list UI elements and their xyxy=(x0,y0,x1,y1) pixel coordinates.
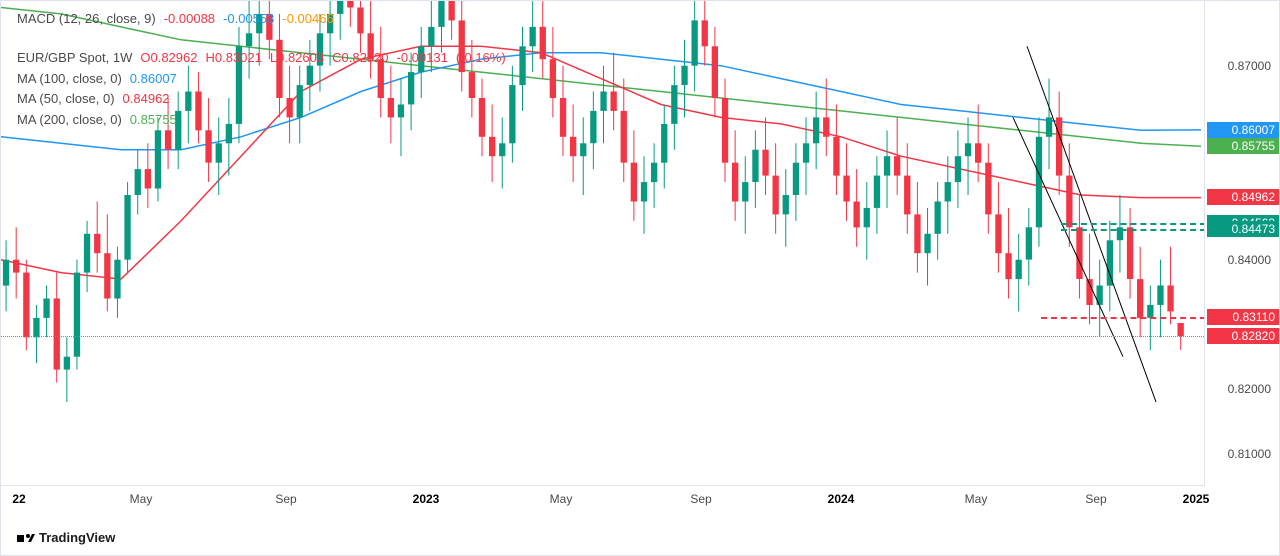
time-tick: May xyxy=(965,492,988,506)
time-tick: 2025 xyxy=(1183,492,1210,506)
ma100-legend: MA (100, close, 0) 0.86007 xyxy=(17,69,506,90)
tradingview-attribution[interactable]: TradingView xyxy=(17,530,115,545)
macd-v1: -0.00088 xyxy=(164,9,215,30)
macd-label: MACD (12, 26, close, 9) xyxy=(17,9,156,30)
ma200-legend: MA (200, close, 0) 0.85755 xyxy=(17,110,506,131)
chart-container: MACD (12, 26, close, 9) -0.00088 -0.0055… xyxy=(0,0,1280,556)
time-tick: Sep xyxy=(1085,492,1106,506)
symbol-legend: EUR/GBP Spot, 1W O0.82962 H0.83021 L0.82… xyxy=(17,48,506,69)
time-tick: 2023 xyxy=(413,492,440,506)
macd-legend: MACD (12, 26, close, 9) -0.00088 -0.0055… xyxy=(17,9,506,30)
time-tick: Sep xyxy=(690,492,711,506)
price-badge: 0.85755 xyxy=(1207,138,1279,154)
time-tick: 22 xyxy=(12,492,25,506)
macd-v2: -0.00553 xyxy=(223,9,274,30)
time-tick: May xyxy=(130,492,153,506)
price-axis[interactable]: 0.870000.860070.857550.849620.845630.844… xyxy=(1204,1,1279,486)
price-tick: 0.84000 xyxy=(1228,253,1271,267)
macd-v3: -0.00466 xyxy=(282,9,333,30)
symbol-name: EUR/GBP Spot, 1W xyxy=(17,48,132,69)
price-badge: 0.86007 xyxy=(1207,122,1279,138)
price-tick: 0.87000 xyxy=(1228,59,1271,73)
price-badge: 0.82820 xyxy=(1207,328,1279,344)
price-badge: 0.83110 xyxy=(1207,309,1279,325)
time-tick: May xyxy=(550,492,573,506)
ma50-legend: MA (50, close, 0) 0.84962 xyxy=(17,89,506,110)
legend-overlay: MACD (12, 26, close, 9) -0.00088 -0.0055… xyxy=(17,9,506,131)
time-tick: 2024 xyxy=(828,492,855,506)
price-tick: 0.81000 xyxy=(1228,447,1271,461)
price-badge: 0.84962 xyxy=(1207,189,1279,205)
time-tick: Sep xyxy=(275,492,296,506)
tradingview-logo-icon xyxy=(17,532,35,544)
time-axis[interactable]: 22MaySep2023MaySep2024MaySep2025 xyxy=(1,485,1204,517)
price-badge: 0.84473 xyxy=(1207,221,1279,237)
price-tick: 0.82000 xyxy=(1228,382,1271,396)
